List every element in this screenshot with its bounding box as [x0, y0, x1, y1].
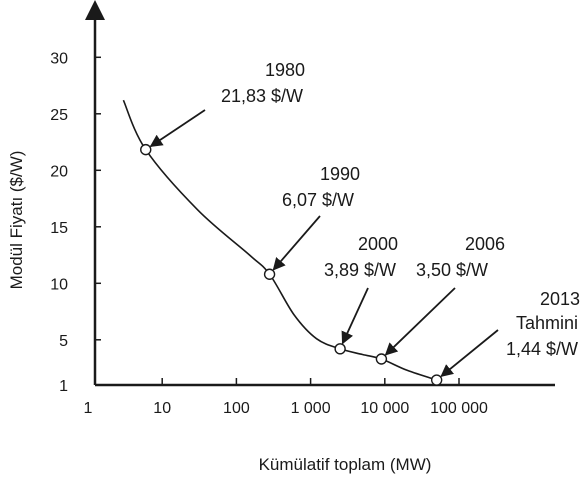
annotation-label-4-1: Tahmini [516, 313, 578, 333]
data-point-3 [375, 353, 388, 365]
annotation-label-1-1: 6,07 $/W [282, 190, 354, 210]
y-tick-label-0: 1 [59, 378, 68, 395]
x-tick-label-1: 10 [153, 400, 171, 417]
annotation-arrow-0 [149, 109, 206, 148]
annotation-arrow-4 [440, 329, 499, 377]
x-tick-label-5: 100 000 [430, 400, 488, 417]
annotations: 1980 21,83 $/W 1990 6,07 $/W 2000 3,89 $/W 200… [149, 60, 580, 377]
x-tick-label-2: 100 [223, 400, 250, 417]
y-tick-label-1: 5 [59, 333, 68, 350]
x-tick-label-0: 1 [84, 400, 93, 417]
data-point-1 [263, 268, 276, 280]
annotation-label-4-0: 2013 [540, 289, 580, 309]
annotation-label-0-0: 1980 [265, 60, 305, 80]
annotation-label-3-0: 2006 [465, 234, 505, 254]
annotation-arrow-1 [272, 215, 321, 271]
y-axis-title: Modül Fiyatı ($/W) [7, 151, 26, 290]
data-point-2 [334, 343, 346, 355]
y-tick-label-4: 20 [50, 163, 68, 180]
annotation-label-2-1: 3,89 $/W [324, 260, 396, 280]
annotation-label-2-0: 2000 [358, 234, 398, 254]
data-point-0 [140, 143, 152, 156]
x-tick-label-3: 1 000 [291, 400, 331, 417]
annotation-label-1-0: 1990 [320, 164, 360, 184]
annotation-label-4-2: 1,44 $/W [506, 339, 578, 359]
annotation-label-3-1: 3,50 $/W [416, 260, 488, 280]
annotation-arrow-3 [384, 287, 456, 356]
annotation-arrow-2 [341, 287, 369, 345]
y-tick-label-2: 10 [50, 276, 68, 293]
y-tick-label-6: 30 [50, 50, 68, 67]
y-tick-label-3: 15 [50, 220, 68, 237]
data-points [140, 143, 443, 386]
x-tick-label-4: 10 000 [360, 400, 409, 417]
x-axis-ticks: 1 10 100 1 000 10 000 100 000 [84, 378, 488, 417]
x-axis-title: Kümülatif toplam (MW) [259, 455, 432, 474]
y-tick-label-5: 25 [50, 107, 68, 124]
annotation-label-0-1: 21,83 $/W [221, 86, 303, 106]
data-point-4 [430, 374, 443, 386]
